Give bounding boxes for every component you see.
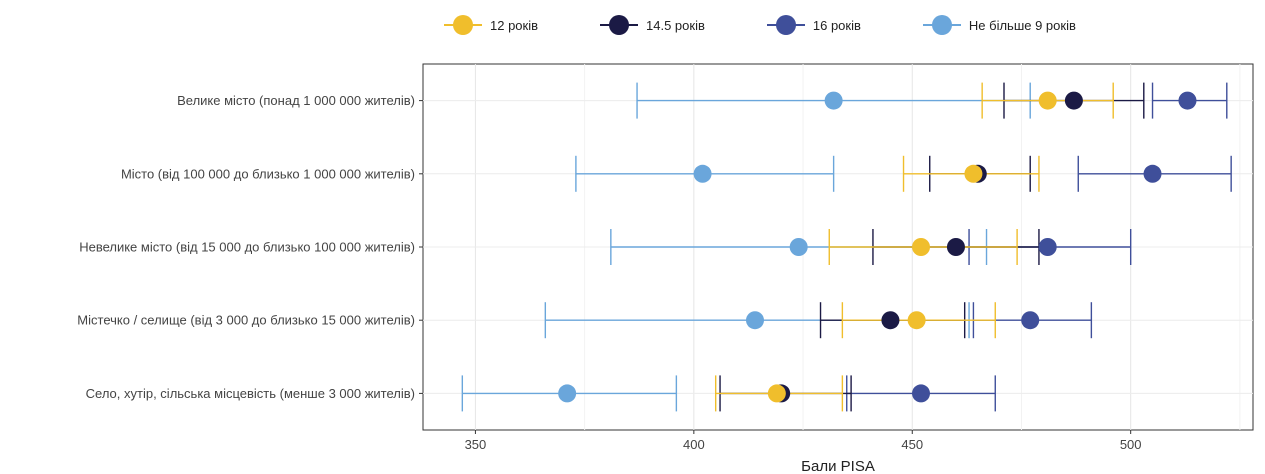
legend-label: 14.5 років bbox=[646, 17, 705, 33]
data-point bbox=[1038, 91, 1057, 110]
data-point bbox=[746, 311, 764, 330]
y-tick-label: Невелике місто (від 15 000 до близько 10… bbox=[79, 240, 415, 255]
data-point bbox=[693, 164, 712, 183]
x-tick-label: 450 bbox=[901, 437, 923, 452]
x-axis-title: Бали PISA bbox=[801, 458, 875, 474]
legend: 12 років 14.5 років 16 років Не більше 9 ро… bbox=[440, 10, 1134, 40]
data-point bbox=[912, 238, 930, 256]
legend-key-dot bbox=[609, 15, 630, 35]
legend-item: 12 років bbox=[440, 13, 538, 37]
data-point bbox=[881, 311, 900, 330]
x-axis-ticks: 350 400 450 500 bbox=[465, 430, 1142, 452]
series-marks bbox=[461, 82, 1232, 412]
y-tick-label: Велике місто (понад 1 000 000 жителів) bbox=[177, 93, 415, 108]
data-point bbox=[789, 238, 808, 256]
data-point bbox=[912, 384, 930, 403]
data-point bbox=[558, 384, 577, 403]
legend-key bbox=[919, 13, 965, 37]
legend-key bbox=[596, 13, 642, 37]
points-16 років bbox=[912, 91, 1197, 403]
data-point bbox=[964, 164, 983, 183]
x-tick-label: 400 bbox=[683, 437, 705, 452]
points-12 років bbox=[767, 91, 1057, 403]
legend-label: 16 років bbox=[812, 17, 861, 33]
points-Не більше 9 років bbox=[558, 91, 843, 403]
data-point bbox=[907, 311, 926, 330]
data-point bbox=[767, 384, 786, 403]
data-point bbox=[824, 91, 843, 110]
legend-label: Не більше 9 років bbox=[968, 17, 1076, 33]
legend-key-dot bbox=[775, 15, 796, 35]
y-tick-label: Місто (від 100 000 до близько 1 000 000 … bbox=[121, 166, 415, 181]
data-point bbox=[1038, 238, 1057, 256]
x-tick-label: 500 bbox=[1120, 437, 1142, 452]
data-point bbox=[1064, 91, 1083, 110]
data-point bbox=[1021, 311, 1040, 330]
legend-label: 12 років bbox=[490, 17, 539, 33]
legend-key bbox=[763, 13, 809, 37]
data-point bbox=[946, 238, 965, 256]
legend-item: 16 років bbox=[763, 13, 861, 37]
data-point bbox=[1143, 164, 1162, 183]
legend-item: Не більше 9 років bbox=[919, 13, 1076, 37]
legend-key-dot bbox=[453, 15, 473, 35]
y-tick-label: Село, хутір, сільська місцевість (менше … bbox=[86, 386, 415, 401]
data-point bbox=[1178, 91, 1197, 110]
y-tick-label: Містечко / селище (від 3 000 до близько … bbox=[77, 313, 415, 328]
y-axis-labels: Велике місто (понад 1 000 000 жителів) Мі… bbox=[77, 93, 423, 401]
legend-key-dot bbox=[931, 15, 952, 35]
x-tick-label: 350 bbox=[465, 437, 487, 452]
legend-item: 14.5 років bbox=[596, 13, 705, 37]
legend-key bbox=[440, 13, 486, 37]
